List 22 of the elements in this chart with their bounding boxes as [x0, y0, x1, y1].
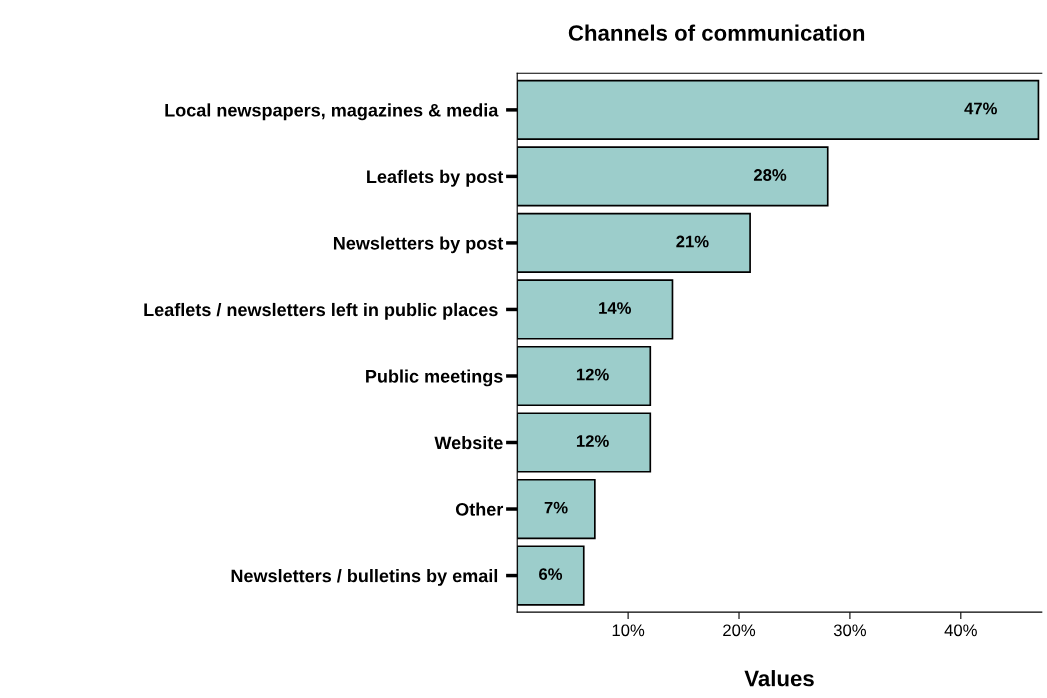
y-tick-label: Local newspapers, magazines & media [165, 103, 499, 121]
data-label: 47% [964, 102, 997, 115]
x-tick-label: 10% [612, 624, 645, 637]
x-axis-title: Values [744, 670, 814, 687]
y-tick-label: Public meetings [366, 369, 503, 387]
data-label: 7% [544, 501, 568, 514]
data-label: 21% [676, 235, 709, 248]
y-tick-label: Newsletters / bulletins by email [231, 569, 498, 586]
chart-title: Channels of communication [568, 24, 865, 41]
x-tick-label: 20% [723, 624, 756, 637]
data-label: 6% [539, 568, 563, 581]
y-tick-label: Leaflets by post [367, 169, 504, 187]
y-tick-label: Newsletters by post [333, 236, 504, 254]
y-tick-label: Leaflets / newsletters left in public places [144, 302, 498, 320]
data-label: 12% [576, 435, 609, 447]
y-tick-label: Other [455, 502, 504, 516]
y-tick-label: Website [434, 435, 503, 450]
data-label: 28% [753, 169, 787, 181]
data-label: 14% [599, 302, 632, 314]
x-tick-label: 40% [944, 624, 977, 637]
x-tick-label: 30% [833, 624, 866, 637]
data-label: 12% [576, 368, 609, 381]
